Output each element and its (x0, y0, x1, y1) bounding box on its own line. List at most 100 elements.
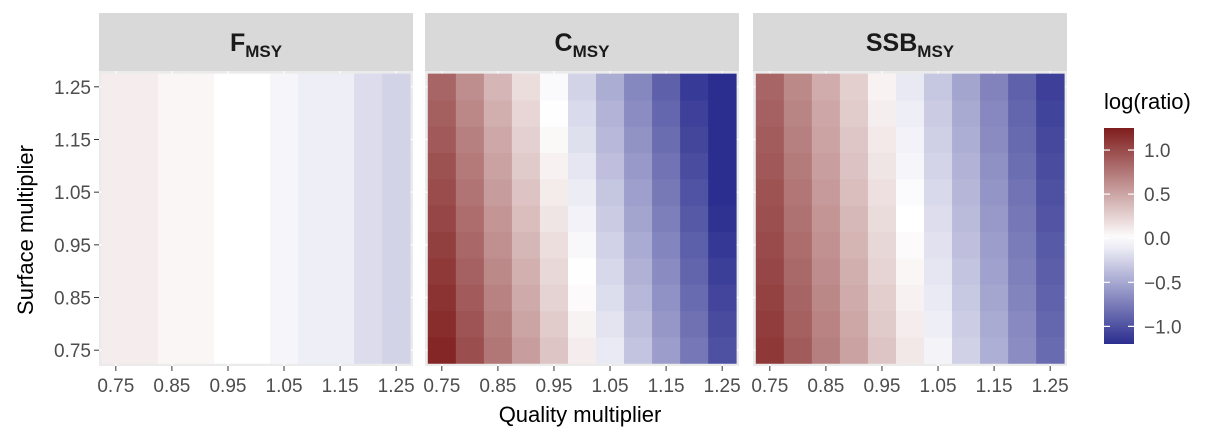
heatmap-tile (241, 310, 271, 338)
heatmap-tile (157, 284, 187, 312)
heatmap-tile (382, 178, 411, 206)
heatmap-tile (867, 126, 897, 154)
heatmap-tile (811, 126, 841, 154)
heatmap-tile (213, 310, 243, 338)
heatmap-tile (596, 337, 625, 364)
heatmap-tile (980, 310, 1009, 338)
heatmap-tile (483, 258, 513, 285)
heatmap-tile (755, 284, 785, 312)
heatmap-tile (298, 73, 327, 101)
heatmap-tile (157, 152, 187, 180)
heatmap-tile (354, 205, 383, 233)
heatmap-tile (157, 258, 187, 285)
heatmap-tile (427, 310, 457, 338)
x-tick-label: 0.95 (863, 376, 900, 397)
heatmap-tile (680, 73, 709, 101)
heatmap-tile (980, 152, 1009, 180)
heatmap-tile (185, 284, 215, 312)
heatmap-tile (652, 284, 681, 312)
heatmap-tile (185, 337, 215, 364)
heatmap-tile (839, 231, 869, 259)
heatmap-tile (511, 258, 541, 285)
heatmap-tile (511, 284, 541, 312)
heatmap-tile (924, 152, 953, 180)
heatmap-tile (1008, 126, 1037, 154)
heatmap-tile (596, 126, 625, 154)
legend-break-label: −0.5 (1144, 273, 1182, 294)
heatmap-tile (755, 99, 785, 127)
heatmap-tile (129, 73, 159, 101)
heatmap-tile (326, 73, 355, 101)
heatmap-tile (455, 205, 485, 233)
heatmap-tile (1008, 310, 1037, 338)
heatmap-tile (354, 99, 383, 127)
heatmap-tile (596, 205, 625, 233)
heatmap-tile (354, 231, 383, 259)
heatmap-tile (354, 258, 383, 285)
heatmap-tile (567, 310, 597, 338)
heatmap-tile (924, 73, 953, 101)
heatmap-tile (924, 126, 953, 154)
heatmap-tile (624, 126, 653, 154)
heatmap-tile (298, 178, 327, 206)
heatmap-tile (680, 178, 709, 206)
heatmap-tile (270, 337, 299, 364)
x-tick-label: 1.05 (920, 376, 957, 397)
heatmap-tile (680, 258, 709, 285)
heatmap-tile (811, 99, 841, 127)
heatmap-tile (241, 258, 271, 285)
heatmap-tile (980, 258, 1009, 285)
heatmap-tile (755, 337, 785, 364)
heatmap-tile (455, 337, 485, 364)
heatmap-tile (427, 99, 457, 127)
heatmap-tile (354, 126, 383, 154)
heatmap-tile (270, 99, 299, 127)
heatmap-tile (382, 231, 411, 259)
heatmap-tile (270, 73, 299, 101)
heatmap-tile (839, 310, 869, 338)
heatmap-tile (1008, 337, 1037, 364)
heatmap-tile (157, 99, 187, 127)
heatmap-tile (129, 99, 159, 127)
heatmap-tile (298, 205, 327, 233)
heatmap-tile (895, 231, 925, 259)
heatmap-tile (241, 152, 271, 180)
heatmap-tile (455, 152, 485, 180)
heatmap-tile (511, 152, 541, 180)
heatmap-tile (811, 310, 841, 338)
heatmap-tile (326, 337, 355, 364)
x-tick-label: 1.05 (592, 376, 629, 397)
y-tick-label: 0.75 (54, 341, 91, 362)
heatmap-tile (755, 126, 785, 154)
heatmap-tile (596, 152, 625, 180)
strip-label: SSBMSY (866, 29, 955, 61)
heatmap-tile (596, 231, 625, 259)
heatmap-tile (270, 310, 299, 338)
x-tick-label: 1.05 (266, 376, 303, 397)
heatmap-tile (298, 284, 327, 312)
strip-background (425, 13, 739, 71)
heatmap-tile (539, 152, 569, 180)
heatmap-tile (924, 310, 953, 338)
heatmap-tile (213, 126, 243, 154)
heatmap-tile (326, 178, 355, 206)
heatmap-tile (270, 284, 299, 312)
heatmap-tile (624, 73, 653, 101)
heatmap-tile (811, 152, 841, 180)
heatmap-tile (895, 310, 925, 338)
heatmap-tile (483, 310, 513, 338)
heatmap-tile (596, 310, 625, 338)
heatmap-tile (270, 126, 299, 154)
heatmap-tile (924, 178, 953, 206)
heatmap-tile (483, 152, 513, 180)
heatmap-tile (185, 205, 215, 233)
heatmap-tile (708, 178, 737, 206)
heatmap-tile (596, 258, 625, 285)
heatmap-tile (326, 126, 355, 154)
heatmap-tile (483, 231, 513, 259)
heatmap-tile (213, 258, 243, 285)
heatmap-tile (1036, 99, 1065, 127)
heatmap-tile (129, 178, 159, 206)
heatmap-tile (708, 73, 737, 101)
